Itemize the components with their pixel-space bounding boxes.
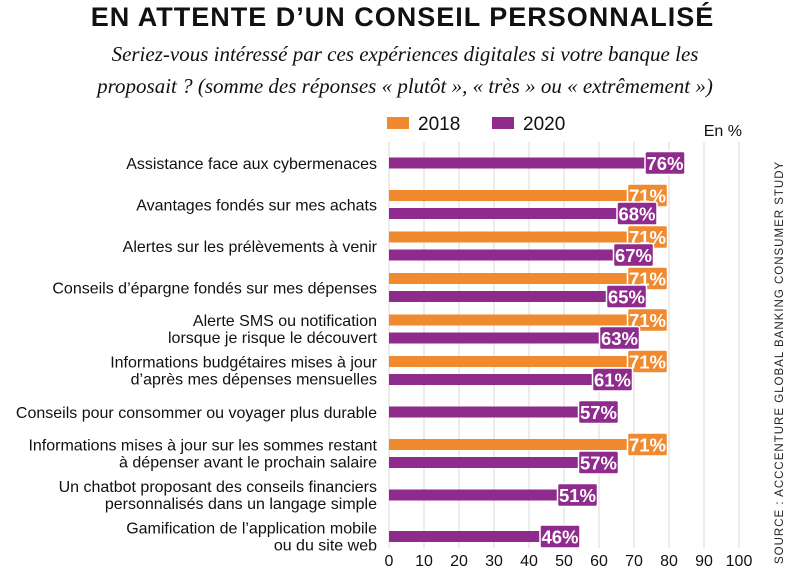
category-label-6: Conseils pour consommer ou voyager plus … — [16, 405, 377, 422]
legend-swatch-2020 — [492, 117, 514, 129]
bar-2020-7 — [389, 457, 589, 468]
category-label-0: Assistance face aux cybermenaces — [126, 156, 377, 173]
category-label-7-0: Informations mises à jour sur les sommes… — [28, 438, 377, 455]
category-label-5-1: d’après mes dépenses mensuelles — [131, 372, 377, 389]
bar-2020-3 — [389, 291, 617, 302]
data-label-2020-6: 57% — [580, 402, 617, 423]
data-label-2018-5: 71% — [629, 352, 666, 373]
data-label-2020-0-box — [644, 150, 686, 176]
subtitle-line-1: Seriez-vous intéressé par ces expérience… — [111, 42, 699, 66]
bar-2018-4 — [389, 314, 638, 326]
data-label-2020-7: 57% — [580, 453, 617, 474]
category-label-9-0: Gamification de l’application mobile — [126, 521, 377, 538]
x-tick-label-40: 40 — [520, 553, 538, 570]
category-label-3: Conseils d’épargne fondés sur mes dépens… — [52, 281, 377, 298]
x-tick-label-60: 60 — [590, 553, 608, 570]
legend-label-2020: 2020 — [523, 114, 565, 135]
bar-2018-1 — [389, 190, 638, 201]
data-label-2020-7-box — [577, 450, 620, 475]
data-label-2020-8-box — [556, 482, 599, 508]
bar-2020-5 — [389, 374, 603, 385]
bar-2020-4 — [389, 332, 610, 344]
legend-label-2018: 2018 — [418, 114, 460, 135]
data-label-2020-9-box — [539, 524, 581, 549]
bar-2020-1 — [389, 208, 627, 219]
x-tick-label-20: 20 — [450, 553, 468, 570]
data-label-2020-3: 65% — [608, 287, 645, 308]
x-tick-label-80: 80 — [660, 553, 678, 570]
bar-2020-9 — [389, 531, 550, 542]
unit-label: En % — [704, 123, 742, 140]
legend-swatch-2018 — [387, 117, 409, 129]
x-tick-label-50: 50 — [555, 553, 573, 570]
bar-2018-2 — [389, 231, 638, 243]
data-label-2020-0: 76% — [646, 153, 683, 174]
x-tick-label-0: 0 — [385, 553, 394, 570]
data-label-2020-5: 61% — [594, 370, 631, 391]
category-label-8-1: personnalisés dans un langage simple — [105, 496, 377, 513]
bar-2020-2 — [389, 249, 624, 261]
data-label-2020-4: 63% — [601, 328, 638, 349]
chart-subtitle: Seriez-vous intéressé par ces expérience… — [20, 38, 790, 102]
data-label-2018-4: 71% — [629, 310, 666, 331]
data-label-2018-5-box — [626, 349, 669, 374]
data-label-2020-6-box — [577, 399, 620, 425]
data-label-2020-9: 46% — [541, 527, 578, 548]
x-tick-label-10: 10 — [415, 553, 433, 570]
category-label-1: Avantages fondés sur mes achats — [136, 198, 377, 215]
category-label-8-0: Un chatbot proposant des conseils financ… — [59, 479, 377, 496]
data-label-2020-3-box — [605, 284, 648, 309]
x-tick-label-100: 100 — [726, 553, 753, 570]
bar-2018-3 — [389, 273, 638, 284]
category-label-9-1: ou du site web — [274, 538, 377, 555]
x-tick-label-90: 90 — [695, 553, 713, 570]
x-tick-label-70: 70 — [625, 553, 643, 570]
bar-2020-8 — [389, 489, 568, 501]
data-label-2020-8: 51% — [559, 485, 596, 506]
subtitle-line-2: proposait ? (somme des réponses « plutôt… — [97, 74, 713, 98]
data-label-2020-5-box — [591, 367, 634, 392]
bar-2018-5 — [389, 356, 638, 367]
data-label-2020-2: 67% — [615, 245, 652, 266]
bar-2018-7 — [389, 439, 638, 450]
data-label-2018-7: 71% — [629, 435, 666, 456]
category-label-4-1: lorsque je risque le découvert — [168, 330, 378, 347]
bar-2020-6 — [389, 406, 589, 418]
bar-2020-0 — [389, 157, 655, 169]
data-label-2020-4-box — [598, 325, 641, 351]
data-label-2018-7-box — [626, 432, 669, 457]
x-tick-label-30: 30 — [485, 553, 503, 570]
category-label-2: Alertes sur les prélèvements à venir — [123, 239, 378, 256]
category-label-4-0: Alerte SMS ou notification — [193, 313, 377, 330]
chart-title: EN ATTENTE D’UN CONSEIL PERSONNALISÉ — [90, 2, 715, 32]
category-label-7-1: à dépenser avant le prochain salaire — [119, 455, 377, 472]
data-label-2020-1: 68% — [618, 204, 655, 225]
category-label-5-0: Informations budgétaires mises à jour — [110, 355, 377, 372]
